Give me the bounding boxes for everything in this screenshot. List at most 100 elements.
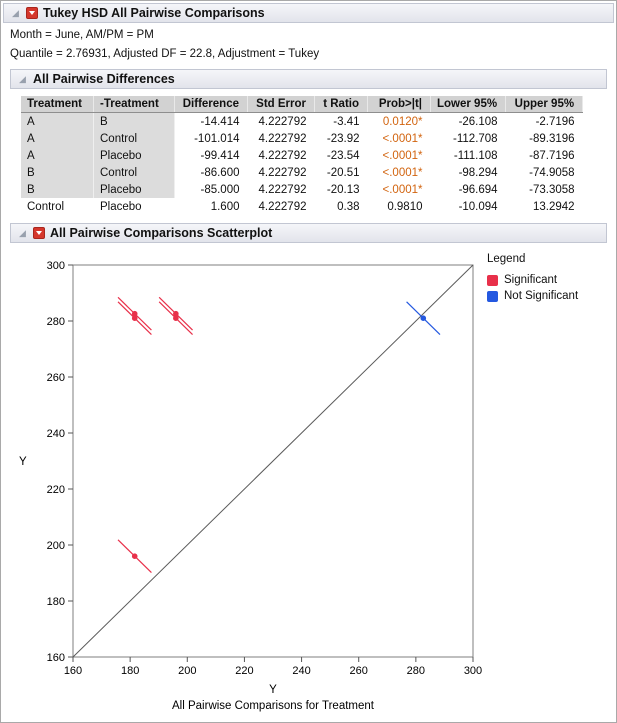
y-tick-label: 240 xyxy=(47,428,65,440)
table-row: A Control -101.014 4.222792 -23.92 <.000… xyxy=(21,130,583,147)
cell-std-error: 4.222792 xyxy=(258,166,307,179)
cell-upper-95: -74.9058 xyxy=(529,166,575,179)
col-header-t-ratio: t Ratio xyxy=(314,96,368,113)
y-tick-label: 180 xyxy=(47,596,65,608)
cell-upper-95: -87.7196 xyxy=(529,149,575,162)
cell-difference: -86.600 xyxy=(200,166,240,179)
cell-std-error: 4.222792 xyxy=(258,115,307,128)
table-row: B Control -86.600 4.222792 -20.51 <.0001… xyxy=(21,164,583,181)
col-header-minus-treatment: -Treatment xyxy=(93,96,175,113)
red-triangle-menu-icon[interactable] xyxy=(33,227,45,239)
cell-upper-95: -89.3196 xyxy=(529,132,575,145)
y-axis-label: Y xyxy=(19,456,27,468)
not-significant-color-chip xyxy=(487,290,498,302)
where-clause-text: Month = June, AM/PM = PM xyxy=(10,29,154,41)
cell-treatment: A xyxy=(21,147,94,164)
table-row: Control Placebo 1.600 4.222792 0.38 0.98… xyxy=(21,198,583,215)
col-header-prob: Prob>|t| xyxy=(367,96,431,113)
comparison-point[interactable] xyxy=(420,315,427,321)
main-header-title: Tukey HSD All Pairwise Comparisons xyxy=(43,6,265,20)
col-header-difference: Difference xyxy=(174,96,248,113)
legend-title: Legend xyxy=(487,253,526,265)
quantile-text: Quantile = 2.76931, Adjusted DF = 22.8, … xyxy=(10,48,320,60)
cell-prob: 0.9810 xyxy=(387,200,423,213)
cell-t-ratio: -23.54 xyxy=(326,149,360,162)
legend-item-label: Not Significant xyxy=(504,290,579,302)
significant-color-chip xyxy=(487,274,498,286)
pairwise-scatterplot: 160 180 200 220 240 260 280 300 160 180 200 220 240 2… xyxy=(19,260,482,712)
cell-minus-treatment: Control xyxy=(93,164,175,181)
table-row: A Placebo -99.414 4.222792 -23.54 <.0001… xyxy=(21,147,583,164)
scatterplot-header-title: All Pairwise Comparisons Scatterplot xyxy=(50,226,273,240)
x-tick-label: 300 xyxy=(464,665,482,677)
cell-std-error: 4.222792 xyxy=(258,183,307,196)
cell-lower-95: -10.094 xyxy=(458,200,498,213)
pairwise-differences-table: Treatment -Treatment Difference Std Erro… xyxy=(21,96,584,215)
cell-t-ratio: -23.92 xyxy=(326,132,360,145)
outline-header-differences[interactable]: ◢ All Pairwise Differences xyxy=(10,69,607,89)
cell-treatment: B xyxy=(21,164,94,181)
x-tick-label: 180 xyxy=(121,665,139,677)
comparison-point[interactable] xyxy=(173,315,179,321)
legend-item-label: Significant xyxy=(504,274,558,286)
cell-treatment: A xyxy=(21,130,94,147)
cell-difference: -85.000 xyxy=(200,183,240,196)
x-tick-label: 200 xyxy=(178,665,196,677)
comparison-point[interactable] xyxy=(131,315,138,321)
x-axis-caption: All Pairwise Comparisons for Treatment xyxy=(172,700,375,712)
cell-upper-95: -2.7196 xyxy=(535,115,575,128)
legend-item-not-significant[interactable]: Not Significant xyxy=(487,288,578,304)
cell-prob: <.0001* xyxy=(382,183,423,196)
cell-lower-95: -111.108 xyxy=(453,149,498,162)
cell-treatment: Control xyxy=(21,198,94,215)
legend: Legend Significant Not Significant xyxy=(487,253,578,304)
comparison-point[interactable] xyxy=(131,553,138,559)
col-header-std-error: Std Error xyxy=(247,96,315,113)
col-header-upper-95: Upper 95% xyxy=(505,96,584,113)
cell-t-ratio: -20.13 xyxy=(326,183,360,196)
cell-minus-treatment: Placebo xyxy=(93,147,175,164)
cell-t-ratio: 0.38 xyxy=(337,200,360,213)
cell-lower-95: -112.708 xyxy=(453,132,498,145)
cell-upper-95: 13.2942 xyxy=(533,200,575,213)
disclosure-triangle-icon[interactable]: ◢ xyxy=(19,73,26,84)
y-tick-label: 200 xyxy=(47,540,65,552)
outline-header-tukey[interactable]: ◢ Tukey HSD All Pairwise Comparisons xyxy=(3,3,614,23)
y-tick-label: 260 xyxy=(47,372,65,384)
x-tick-label: 160 xyxy=(64,665,82,677)
cell-difference: -14.414 xyxy=(200,115,240,128)
comparison-point[interactable] xyxy=(131,310,138,317)
x-tick-label: 220 xyxy=(235,665,253,677)
cell-treatment: A xyxy=(21,112,94,130)
col-header-lower-95: Lower 95% xyxy=(430,96,507,113)
cell-std-error: 4.222792 xyxy=(258,149,307,162)
cell-std-error: 4.222792 xyxy=(258,200,307,213)
cell-lower-95: -26.108 xyxy=(458,115,498,128)
x-tick-label: 260 xyxy=(350,665,368,677)
comparison-point[interactable] xyxy=(173,310,179,317)
cell-minus-treatment: Placebo xyxy=(93,198,175,215)
cell-minus-treatment: Placebo xyxy=(93,181,175,198)
y-tick-label: 160 xyxy=(47,652,65,664)
legend-item-significant[interactable]: Significant xyxy=(487,272,578,288)
differences-header-title: All Pairwise Differences xyxy=(33,72,175,86)
x-tick-label: 240 xyxy=(292,665,310,677)
disclosure-triangle-icon[interactable]: ◢ xyxy=(12,7,19,18)
cell-prob: 0.0120* xyxy=(382,115,423,128)
cell-prob: <.0001* xyxy=(382,166,423,179)
disclosure-triangle-icon[interactable]: ◢ xyxy=(19,227,26,238)
scatterplot-section: 160 180 200 220 240 260 280 300 160 180 200 220 240 2… xyxy=(1,253,616,722)
cell-treatment: B xyxy=(21,181,94,198)
col-header-treatment: Treatment xyxy=(21,96,94,113)
cell-lower-95: -96.694 xyxy=(458,183,498,196)
cell-t-ratio: -3.41 xyxy=(333,115,360,128)
outline-header-scatterplot[interactable]: ◢ All Pairwise Comparisons Scatterplot xyxy=(10,223,607,243)
table-row: A B -14.414 4.222792 -3.41 0.0120* -26.1… xyxy=(21,112,583,130)
red-triangle-menu-icon[interactable] xyxy=(26,7,38,19)
x-tick-label: 280 xyxy=(407,665,425,677)
identity-line xyxy=(72,264,474,658)
x-axis-label: Y xyxy=(269,684,277,696)
cell-minus-treatment: Control xyxy=(93,130,175,147)
cell-prob: <.0001* xyxy=(382,132,423,145)
